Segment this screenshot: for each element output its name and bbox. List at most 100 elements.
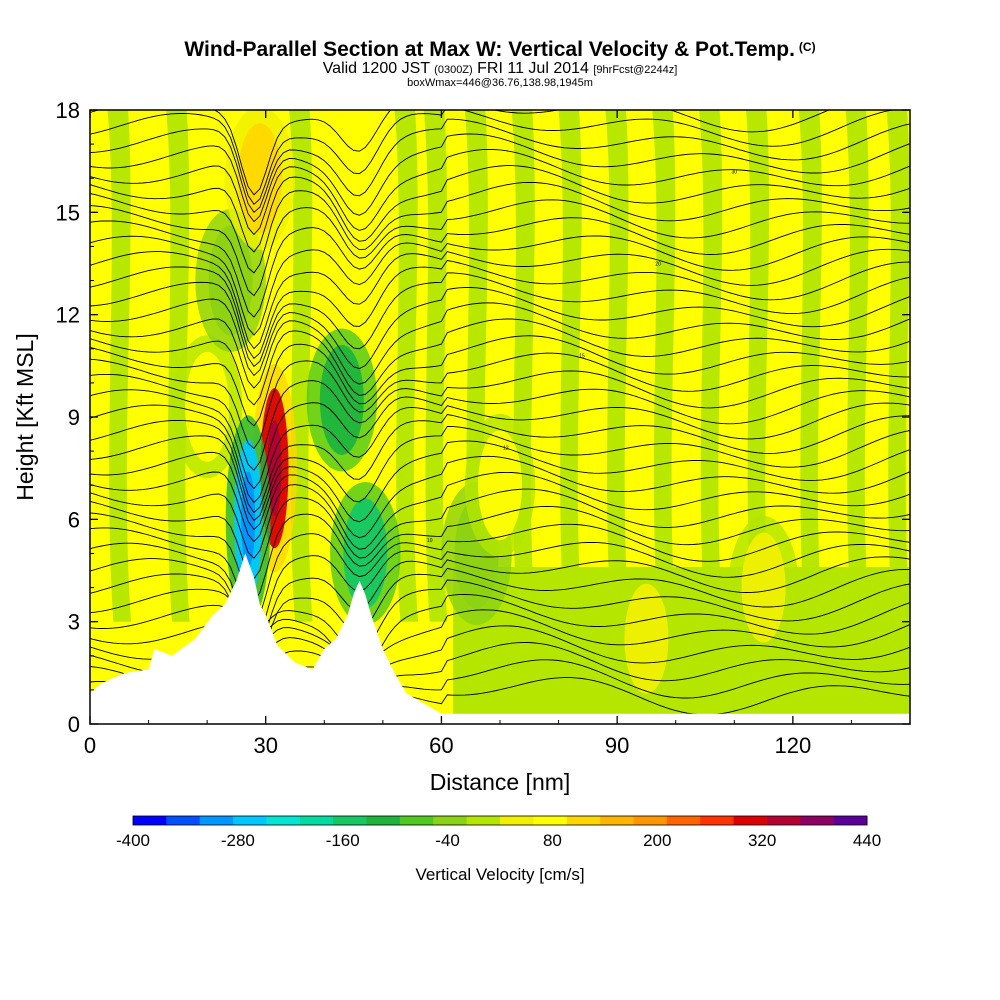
y-tick-label: 12 [56, 303, 80, 328]
colorbar-swatch [733, 816, 768, 825]
theta-contour [90, 414, 910, 514]
colorbar-tick-labels: -400 -280 -160 -40 80 200 320 440 [116, 831, 881, 850]
box-info: boxWmax=446@36.76,138.98,1945m [407, 77, 593, 89]
colorbar-swatch [833, 816, 868, 825]
x-tick-label: 120 [774, 733, 811, 758]
theta-contour [90, 248, 910, 350]
theta-label: 12 [503, 446, 509, 452]
x-tick-label: 30 [253, 733, 277, 758]
colorbar-swatch [766, 816, 801, 825]
y-axis: 0 3 6 9 12 15 18 [56, 98, 910, 737]
theta-contour [90, 181, 910, 274]
theta-label: 15 [579, 354, 585, 360]
colorbar-swatch [333, 816, 368, 825]
valid-main: Valid 1200 JST [322, 60, 430, 77]
y-axis-title: Height [Kft MSL] [12, 333, 38, 500]
x-tick-label: 0 [84, 733, 96, 758]
colorbar-tick-label: 440 [853, 831, 881, 850]
colorbar-frame [132, 815, 868, 826]
chart-title: Wind-Parallel Section at Max W: Vertical… [0, 38, 1000, 62]
velocity-feature [478, 430, 522, 541]
plot-area: 91012152030 [90, 110, 910, 724]
colorbar-swatch [600, 816, 634, 825]
velocity-feature [624, 583, 669, 694]
theta-label: 20 [655, 262, 661, 268]
velocity-band [423, 110, 448, 622]
velocity-feature [237, 123, 282, 234]
velocity-band [605, 110, 629, 622]
colorbar-swatch [399, 816, 434, 825]
theta-contour [90, 133, 910, 223]
theta-contour [90, 110, 896, 205]
colorbar-swatch [266, 816, 301, 825]
velocity-feature [741, 532, 786, 643]
theta-contour [90, 110, 831, 196]
theta-contour [90, 335, 910, 427]
theta-contour [90, 165, 910, 253]
colorbar [132, 815, 868, 826]
valid-date: FRI 11 Jul 2014 [477, 60, 589, 77]
theta-contour [90, 199, 910, 297]
theta-contour [90, 217, 910, 318]
colorbar-swatch [133, 816, 167, 825]
chart-title-text: Wind-Parallel Section at Max W: Vertical… [184, 38, 795, 61]
colorbar-swatch [800, 816, 835, 825]
theta-contour [90, 260, 910, 360]
y-tick-label: 3 [68, 610, 80, 635]
colorbar-tick-label: -280 [221, 831, 255, 850]
colorbar-swatch [500, 816, 534, 825]
velocity-band [699, 110, 723, 622]
terrain-mask [90, 553, 910, 724]
colorbar-title: Vertical Velocity [cm/s] [415, 865, 584, 884]
colorbar-swatch [533, 816, 568, 825]
theta-contour [90, 388, 910, 490]
velocity-band [652, 110, 676, 622]
colorbar-swatch [466, 816, 501, 825]
x-tick-label: 60 [429, 733, 453, 758]
theta-contour [90, 505, 910, 603]
colorbar-swatch [666, 816, 701, 825]
colorbar-swatch [366, 816, 401, 825]
x-axis: 0 30 60 90 120 [84, 110, 911, 758]
colorbar-tick-label: -400 [116, 831, 150, 850]
velocity-band [886, 110, 910, 622]
y-tick-label: 9 [68, 405, 80, 430]
chart-title-suffix: (C) [798, 40, 816, 54]
colorbar-tick-label: -40 [435, 831, 460, 850]
theta-contour [90, 523, 910, 624]
colorbar-swatch [633, 816, 668, 825]
theta-contour [90, 352, 910, 450]
colorbar-swatch [700, 816, 735, 825]
theta-contour [90, 302, 910, 389]
chart-subtitle: Valid 1200 JST (0300Z) FRI 11 Jul 2014 [… [0, 60, 1000, 78]
colorbar-swatch [199, 816, 234, 825]
theta-contour [90, 235, 910, 336]
theta-contour [90, 440, 910, 531]
velocity-feature [343, 498, 388, 609]
theta-contour [90, 579, 910, 656]
colorbar-tick-label: 200 [643, 831, 671, 850]
theta-contour [90, 556, 910, 658]
valid-fcst: [9hrFcst@2244z] [593, 64, 678, 76]
colorbar-tick-label: 80 [543, 831, 562, 850]
y-tick-label: 6 [68, 507, 80, 532]
x-tick-label: 90 [605, 733, 629, 758]
theta-contour [90, 541, 910, 643]
velocity-band [746, 110, 770, 622]
velocity-feature [319, 344, 364, 455]
valid-utc: (0300Z) [434, 64, 473, 76]
theta-contour [90, 455, 910, 543]
theta-contour [90, 148, 910, 236]
colorbar-swatch [233, 816, 267, 825]
velocity-band [394, 110, 418, 622]
theta-contour [90, 118, 910, 213]
velocity-band [558, 110, 582, 622]
colorbar-tick-label: 320 [748, 831, 776, 850]
colorbar-swatch [433, 816, 468, 825]
velocity-features [171, 110, 799, 711]
colorbar-swatch [566, 816, 601, 825]
colorbar-tick-label: -160 [326, 831, 360, 850]
y-tick-label: 18 [56, 98, 80, 123]
theta-contours [90, 110, 910, 724]
